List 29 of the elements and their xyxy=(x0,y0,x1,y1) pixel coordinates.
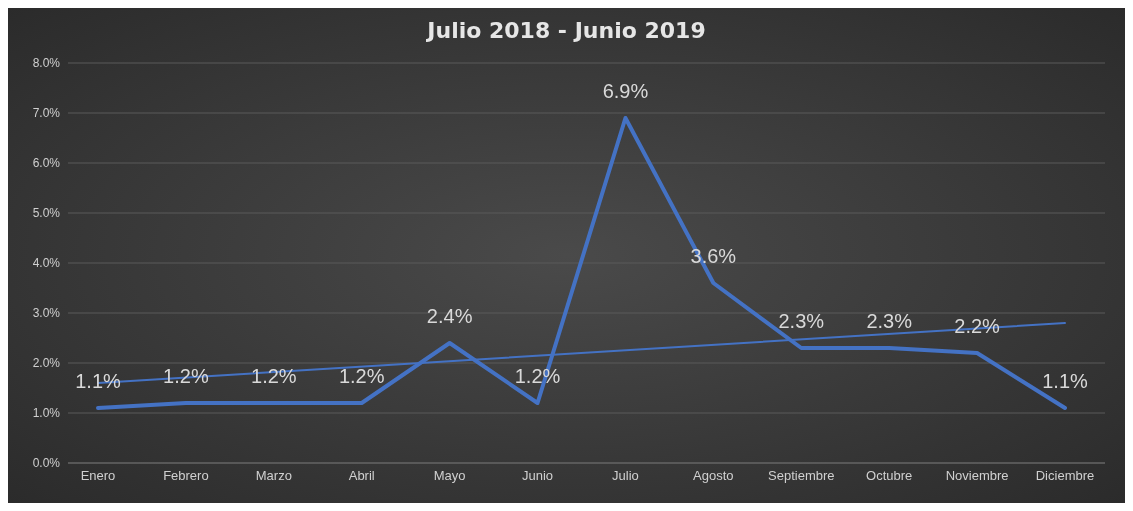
data-label: 1.2% xyxy=(338,365,385,387)
y-tick-label: 4.0% xyxy=(32,256,61,271)
x-tick-label: Septiembre xyxy=(768,468,835,484)
x-tick-label: Enero xyxy=(80,468,116,484)
x-tick-label: Octubre xyxy=(866,468,913,484)
y-tick-label: 3.0% xyxy=(32,306,61,321)
x-tick-label: Julio xyxy=(612,468,639,484)
y-tick-label: 8.0% xyxy=(32,56,61,71)
y-tick-label: 0.0% xyxy=(32,456,61,471)
y-tick-label: 1.0% xyxy=(32,406,61,421)
x-tick-label: Junio xyxy=(522,468,554,484)
x-tick-label: Diciembre xyxy=(1035,468,1095,484)
x-tick-label: Abril xyxy=(348,468,375,484)
x-tick-label: Noviembre xyxy=(945,468,1009,484)
x-tick-label: Mayo xyxy=(433,468,466,484)
x-tick-label: Febrero xyxy=(163,468,209,484)
data-label: 1.1% xyxy=(75,370,122,392)
y-tick-label: 6.0% xyxy=(32,156,61,171)
y-tick-label: 2.0% xyxy=(32,356,61,371)
data-label: 2.3% xyxy=(866,310,913,332)
x-tick-label: Marzo xyxy=(255,468,292,484)
data-label: 2.3% xyxy=(778,310,825,332)
data-label: 1.1% xyxy=(1042,370,1089,392)
x-tick-label: Agosto xyxy=(693,468,734,484)
y-tick-label: 5.0% xyxy=(32,206,61,221)
y-tick-label: 7.0% xyxy=(32,106,61,121)
data-label: 6.9% xyxy=(602,80,649,102)
data-label: 2.4% xyxy=(426,305,473,327)
chart-title: Julio 2018 - Junio 2019 xyxy=(425,18,707,43)
